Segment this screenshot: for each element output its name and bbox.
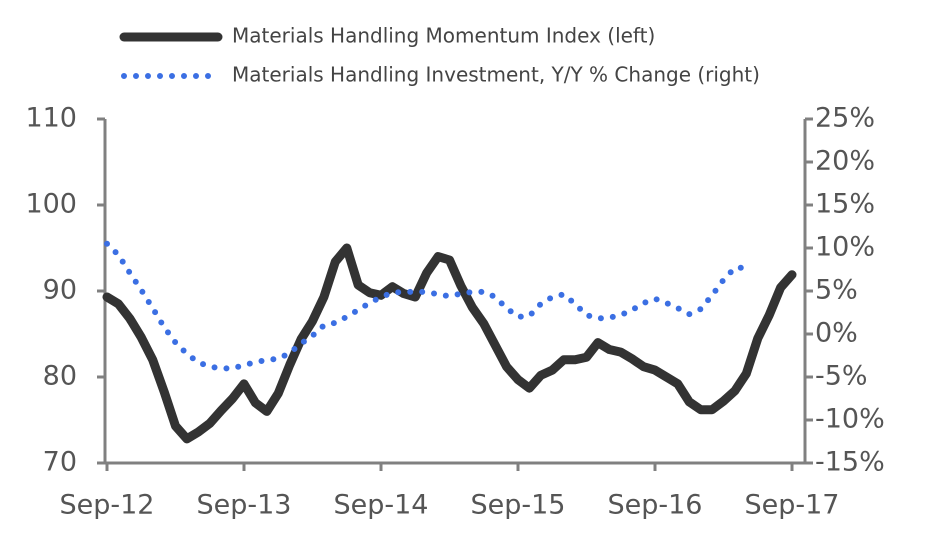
x-tick-label: Sep-12 — [60, 490, 155, 521]
x-tick-label: Sep-14 — [334, 490, 429, 521]
y2-tick-label: -5% — [815, 361, 868, 392]
y-tick-label: 90 — [43, 275, 77, 306]
y2-tick-label: -15% — [815, 447, 885, 478]
y-tick-label: 80 — [43, 361, 77, 392]
y2-tick-label: 5% — [815, 275, 858, 306]
legend-label: Materials Handling Momentum Index (left) — [232, 24, 655, 48]
y-tick-label: 110 — [25, 103, 77, 134]
y2-tick-label: 10% — [815, 232, 875, 263]
y2-tick-label: -10% — [815, 404, 885, 435]
y-tick-label: 100 — [25, 189, 77, 220]
y2-tick-label: 25% — [815, 103, 875, 134]
series-line — [102, 243, 797, 444]
x-tick-label: Sep-16 — [608, 490, 703, 521]
series-line — [104, 240, 750, 372]
y2-tick-label: 20% — [815, 146, 875, 177]
x-tick-label: Sep-13 — [197, 490, 292, 521]
y2-tick-label: 15% — [815, 189, 875, 220]
x-tick-label: Sep-17 — [745, 490, 840, 521]
x-tick-label: Sep-15 — [471, 490, 566, 521]
y-tick-label: 70 — [43, 447, 77, 478]
legend-label: Materials Handling Investment, Y/Y % Cha… — [232, 63, 760, 87]
y2-tick-label: 0% — [815, 318, 858, 349]
